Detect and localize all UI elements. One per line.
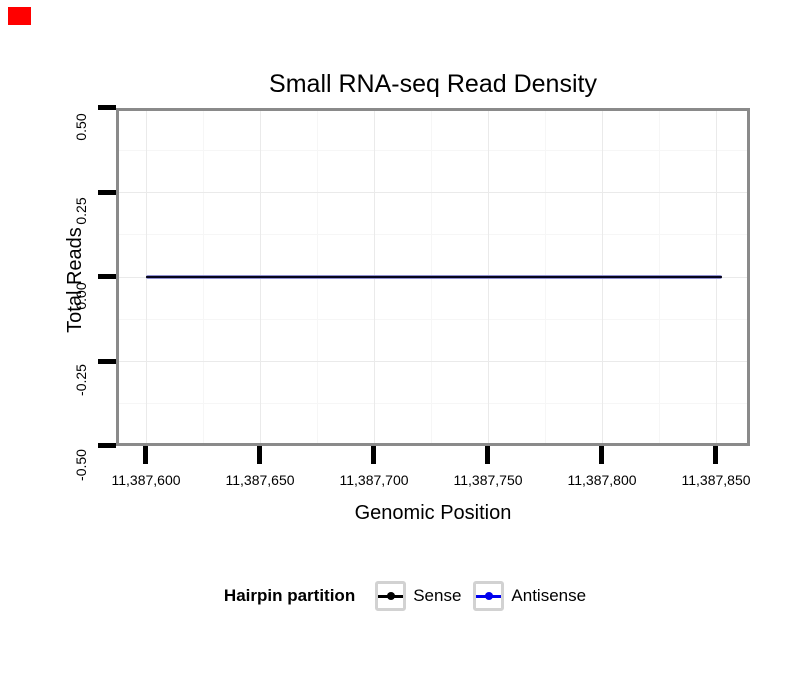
- x-tick-label: 11,387,700: [339, 472, 409, 488]
- x-tick: [713, 446, 718, 464]
- y-tick-label: 0.25: [73, 197, 89, 225]
- plot-panel: [116, 108, 750, 446]
- y-tick-label: 0.00: [73, 282, 89, 310]
- gridline-minor: [116, 150, 750, 151]
- x-tick: [485, 446, 490, 464]
- antisense-point-icon: [484, 592, 493, 600]
- x-tick-label: 11,387,650: [225, 472, 295, 488]
- x-tick-label: 11,387,600: [111, 472, 181, 488]
- gridline-minor: [116, 234, 750, 235]
- x-axis-title: Genomic Position: [354, 502, 512, 524]
- sense-point-icon: [386, 592, 395, 600]
- y-tick: [98, 190, 116, 195]
- x-tick-label: 11,387,850: [681, 472, 751, 488]
- red-marker: [8, 7, 31, 25]
- y-tick: [98, 105, 116, 110]
- y-tick: [98, 443, 116, 448]
- x-tick: [143, 446, 148, 464]
- chart-title: Small RNA-seq Read Density: [269, 70, 597, 98]
- x-tick: [371, 446, 376, 464]
- series-line-sense-antisense: [146, 275, 722, 279]
- y-tick-label: 0.50: [73, 113, 89, 141]
- legend-label-antisense: Antisense: [511, 586, 587, 605]
- legend-key-antisense: [473, 581, 505, 611]
- gridline-minor: [116, 319, 750, 320]
- y-tick: [98, 274, 116, 279]
- x-tick: [599, 446, 604, 464]
- gridline-major: [116, 192, 750, 193]
- legend-label-sense: Sense: [413, 586, 462, 605]
- y-tick-label: -0.25: [73, 364, 89, 396]
- legend-key-sense: [375, 581, 407, 611]
- gridline-major: [116, 361, 750, 362]
- gridline-minor: [116, 403, 750, 404]
- legend: Hairpin partition Sense Antisense: [0, 578, 810, 614]
- legend-title: Hairpin partition: [223, 586, 356, 605]
- x-tick: [257, 446, 262, 464]
- x-tick-label: 11,387,750: [453, 472, 523, 488]
- y-tick: [98, 359, 116, 364]
- x-tick-label: 11,387,800: [567, 472, 637, 488]
